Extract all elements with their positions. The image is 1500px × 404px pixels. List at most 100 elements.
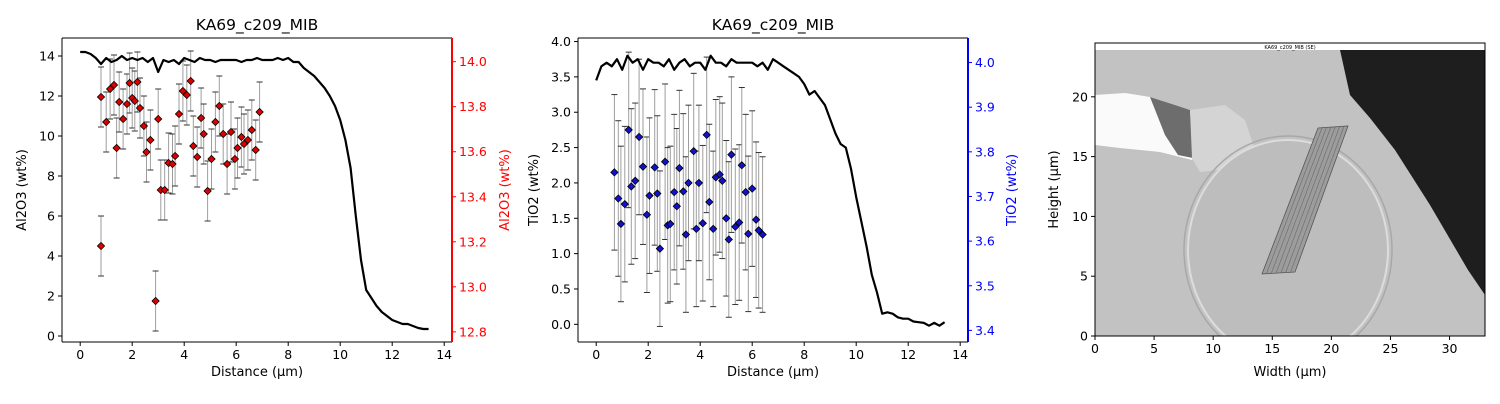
- y-tick-label: 2.5: [551, 140, 571, 155]
- data-point: [189, 141, 198, 151]
- sem-trench-line: [1271, 126, 1327, 274]
- y-tick-label: 2.0: [551, 175, 571, 190]
- y-right-tick-label: 4.0: [975, 55, 995, 70]
- data-point: [694, 178, 704, 188]
- data-point: [624, 125, 633, 135]
- sem-trench-line: [1290, 126, 1344, 274]
- x-tick-label: 4: [696, 347, 704, 362]
- x-axis-label: Width (µm): [1254, 365, 1327, 380]
- y-tick-label: 4: [47, 249, 55, 264]
- sem-image: [1095, 43, 1485, 336]
- x-tick-label: 10: [332, 347, 348, 362]
- data-point: [222, 159, 232, 169]
- data-point: [650, 163, 659, 172]
- data-point: [239, 139, 249, 149]
- data-point: [146, 135, 155, 145]
- y-tick-label: 6: [47, 209, 55, 224]
- profile-line: [595, 54, 946, 327]
- data-point: [748, 184, 757, 193]
- y-right-tick-label: 3.7: [975, 189, 995, 204]
- x-tick-label: 4: [180, 347, 188, 362]
- data-point: [620, 199, 629, 209]
- y-axis-label-right: Al2O3 (wt%): [498, 149, 513, 231]
- data-point: [758, 230, 767, 239]
- data-point: [634, 132, 644, 142]
- data-point: [135, 103, 145, 113]
- data-point: [735, 218, 744, 227]
- x-tick-label: 2: [128, 347, 136, 362]
- data-point: [130, 96, 139, 106]
- data-point: [178, 86, 188, 96]
- sem-trench-line: [1285, 126, 1340, 274]
- y-right-tick-label: 12.8: [459, 324, 487, 339]
- data-point: [125, 78, 134, 88]
- chart-title: KA69_c209_MIB: [196, 16, 318, 35]
- x-tick-label: 6: [748, 347, 756, 362]
- data-point: [199, 129, 208, 139]
- y-axis-label: Al2O3 (wt%): [15, 149, 30, 231]
- y-right-tick-label: 13.8: [459, 99, 487, 114]
- data-point: [211, 117, 220, 127]
- panel-tio2: 0 2 4 6 8 10 12 14 0.0 0.5 1.0 1.5 2.0 2.5 3.0 3.5 4.0 3.…: [527, 16, 1020, 380]
- y-tick-label: 10: [1072, 209, 1088, 224]
- sem-pit-rim: [1183, 135, 1393, 336]
- data-point: [627, 182, 636, 191]
- y-tick-label: 0.0: [551, 317, 571, 332]
- profile-line: [80, 50, 429, 331]
- chart-title: KA69_c209_MIB: [712, 16, 834, 35]
- sem-caption-bar: [1095, 43, 1485, 50]
- data-point: [139, 121, 149, 131]
- data-point: [679, 187, 688, 196]
- data-point: [151, 296, 160, 306]
- y-axis-label-right: TiO2 (wt%): [1005, 154, 1020, 227]
- data-point: [154, 114, 163, 124]
- data-point: [638, 162, 648, 171]
- data-point: [219, 129, 228, 139]
- data-point: [737, 161, 746, 170]
- data-point: [133, 77, 142, 87]
- y-right-tick-label: 14.0: [459, 54, 487, 69]
- sem-dark-region: [1340, 50, 1485, 295]
- data-point: [724, 235, 733, 244]
- x-tick-label: 2: [644, 347, 652, 362]
- x-tick-label: 30: [1442, 341, 1458, 356]
- data-point: [196, 113, 206, 123]
- x-tick-label: 0: [592, 347, 600, 362]
- data-point: [207, 154, 216, 164]
- data-point: [689, 146, 698, 156]
- x-tick-label: 12: [900, 347, 916, 362]
- x-tick-label: 10: [1205, 341, 1221, 356]
- data-point: [174, 109, 184, 119]
- data-point: [705, 197, 714, 207]
- data-point: [118, 114, 128, 124]
- y-tick-label: 12: [39, 89, 55, 104]
- y-right-tick-label: 3.5: [975, 278, 995, 293]
- data-point: [614, 194, 623, 203]
- x-tick-label: 25: [1383, 341, 1399, 356]
- data-point: [96, 241, 106, 251]
- data-point: [247, 125, 256, 135]
- data-point: [170, 151, 180, 161]
- data-point: [115, 97, 124, 107]
- data-point: [670, 187, 679, 197]
- data-point: [616, 219, 626, 229]
- data-point: [718, 176, 727, 185]
- image-frame: [1094, 42, 1486, 337]
- data-point: [751, 215, 761, 224]
- data-point: [112, 143, 121, 153]
- x-tick-label: 14: [436, 347, 452, 362]
- y-axis-label: TiO2 (wt%): [527, 154, 542, 227]
- data-point: [727, 150, 736, 159]
- sem-trench-line: [1275, 126, 1332, 274]
- y-tick-label: 14: [39, 49, 55, 64]
- data-point: [168, 159, 177, 169]
- y-axis-label: Height (µm): [1047, 150, 1062, 228]
- x-tick-label: 8: [284, 347, 292, 362]
- data-point: [193, 152, 202, 162]
- data-point: [666, 219, 675, 229]
- data-point: [96, 92, 106, 102]
- y-tick-label: 15: [1072, 149, 1088, 164]
- data-point: [203, 186, 212, 196]
- data-point: [722, 214, 731, 223]
- x-tick-label: 20: [1323, 341, 1339, 356]
